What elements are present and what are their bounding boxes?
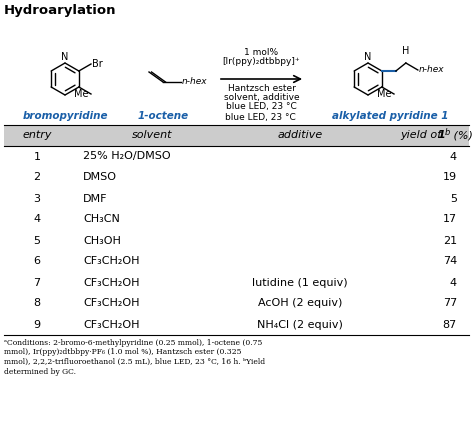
Text: N: N — [61, 52, 69, 62]
Text: mmol), 2,2,2-trifluoroethanol (2.5 mL), blue LED, 23 °C, 16 h. ᵇYield: mmol), 2,2,2-trifluoroethanol (2.5 mL), … — [4, 358, 265, 366]
Text: blue LED, 23 °C: blue LED, 23 °C — [226, 102, 297, 111]
Text: (%): (%) — [450, 131, 473, 141]
Text: solvent: solvent — [132, 131, 172, 141]
Text: 2: 2 — [34, 172, 41, 183]
Text: solvent, additive: solvent, additive — [224, 93, 299, 102]
Text: 87: 87 — [443, 319, 457, 329]
Text: 17: 17 — [443, 214, 457, 224]
Text: CF₃CH₂OH: CF₃CH₂OH — [83, 319, 139, 329]
Text: 4: 4 — [450, 152, 457, 161]
Text: 6: 6 — [34, 257, 40, 266]
Text: [Ir(ppy)₂dtbbpy]⁺: [Ir(ppy)₂dtbbpy]⁺ — [223, 57, 301, 66]
Text: 25% H₂O/DMSO: 25% H₂O/DMSO — [83, 152, 171, 161]
Text: mmol), Ir(ppy)₂dtbbpy·PF₆ (1.0 mol %), Hantzsch ester (0.325: mmol), Ir(ppy)₂dtbbpy·PF₆ (1.0 mol %), H… — [4, 348, 241, 356]
Text: alkylated pyridine 1: alkylated pyridine 1 — [332, 111, 448, 121]
Text: 4: 4 — [34, 214, 41, 224]
Bar — [4, 125, 469, 146]
Text: 3: 3 — [34, 194, 40, 203]
Text: CF₃CH₂OH: CF₃CH₂OH — [83, 257, 139, 266]
Text: 1: 1 — [438, 131, 446, 141]
Text: yield of: yield of — [400, 131, 445, 141]
Text: Me: Me — [377, 89, 392, 99]
Text: Hydroarylation: Hydroarylation — [4, 4, 117, 17]
Text: Hantzsch ester: Hantzsch ester — [228, 84, 295, 93]
Text: 4: 4 — [450, 277, 457, 288]
Text: n-hex: n-hex — [182, 78, 208, 86]
Text: blue LED, 23 °C: blue LED, 23 °C — [225, 113, 295, 122]
Text: 9: 9 — [34, 319, 41, 329]
Text: determined by GC.: determined by GC. — [4, 367, 76, 375]
Text: CH₃OH: CH₃OH — [83, 235, 121, 246]
Text: lutidine (1 equiv): lutidine (1 equiv) — [252, 277, 348, 288]
Text: 5: 5 — [34, 235, 40, 246]
Text: DMSO: DMSO — [83, 172, 117, 183]
Text: bromopyridine: bromopyridine — [22, 111, 108, 121]
Text: H: H — [402, 46, 410, 56]
Text: entry: entry — [22, 131, 52, 141]
Text: AcOH (2 equiv): AcOH (2 equiv) — [258, 299, 342, 309]
Text: 8: 8 — [34, 299, 41, 309]
Text: additive: additive — [277, 131, 323, 141]
Text: Me: Me — [74, 89, 89, 99]
Text: b: b — [445, 128, 450, 137]
Text: 5: 5 — [450, 194, 457, 203]
Text: 1 mol%: 1 mol% — [245, 48, 279, 57]
Text: 19: 19 — [443, 172, 457, 183]
Text: CF₃CH₂OH: CF₃CH₂OH — [83, 299, 139, 309]
Text: 77: 77 — [443, 299, 457, 309]
Text: n-hex: n-hex — [419, 66, 445, 75]
Text: 1-octene: 1-octene — [137, 111, 189, 121]
Text: CF₃CH₂OH: CF₃CH₂OH — [83, 277, 139, 288]
Text: 1: 1 — [34, 152, 40, 161]
Text: ᵃConditions: 2-bromo-6-methylpyridine (0.25 mmol), 1-octene (0.75: ᵃConditions: 2-bromo-6-methylpyridine (0… — [4, 339, 263, 347]
Text: 7: 7 — [34, 277, 41, 288]
Text: NH₄Cl (2 equiv): NH₄Cl (2 equiv) — [257, 319, 343, 329]
Text: CH₃CN: CH₃CN — [83, 214, 120, 224]
Text: 74: 74 — [443, 257, 457, 266]
Text: N: N — [365, 52, 372, 62]
Text: Br: Br — [92, 59, 103, 69]
Text: 21: 21 — [443, 235, 457, 246]
Text: DMF: DMF — [83, 194, 108, 203]
